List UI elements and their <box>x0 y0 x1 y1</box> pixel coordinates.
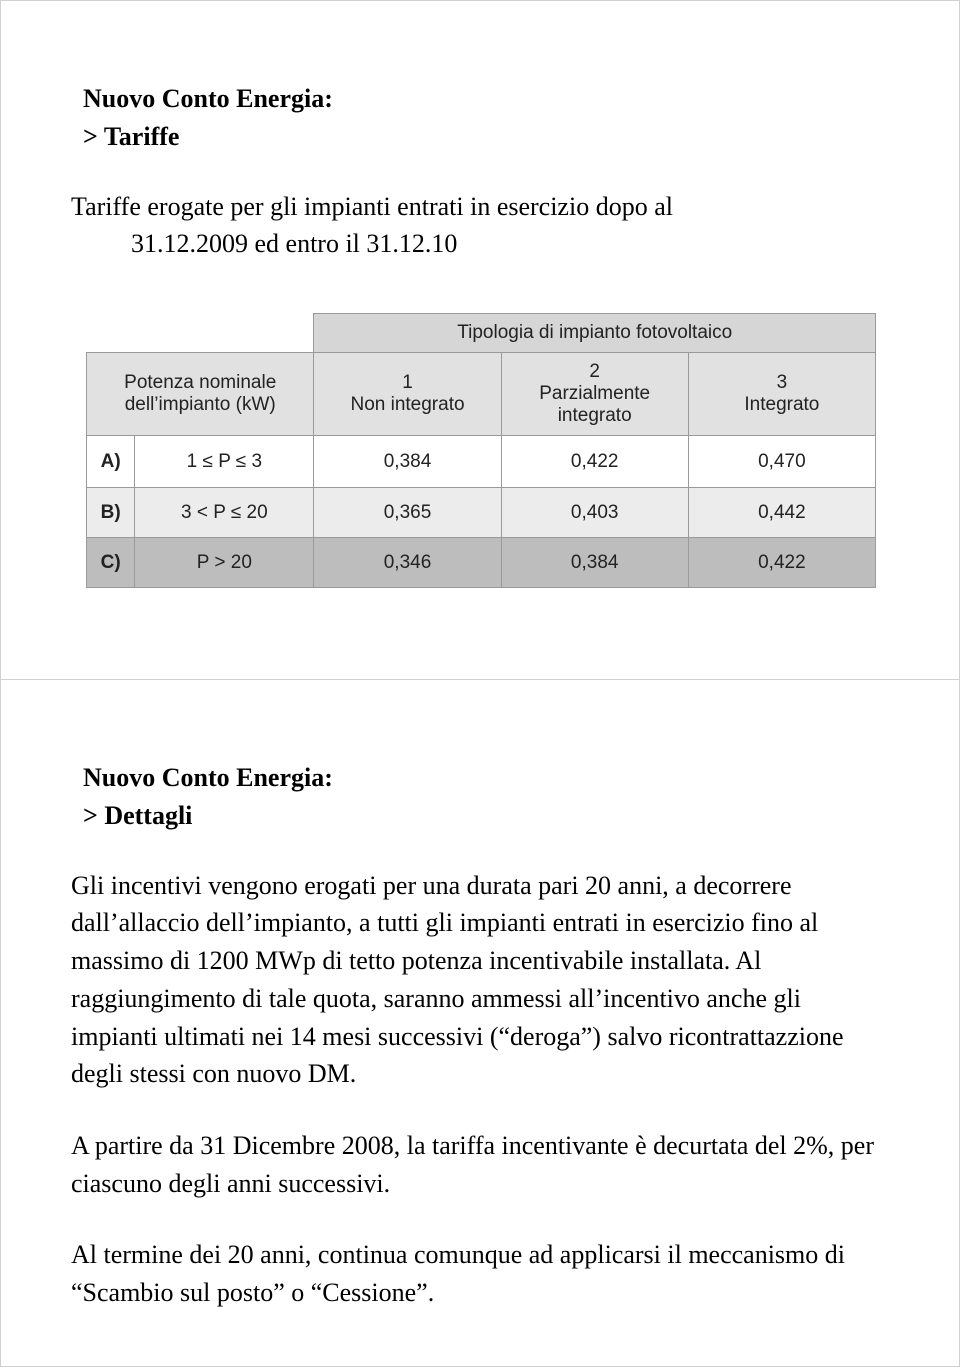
col-potenza: Potenza nominale dell’impianto (kW) <box>87 353 314 436</box>
row-a-v2: 0,422 <box>501 436 688 488</box>
intro-line1: Tariffe erogate per gli impianti entrati… <box>71 192 673 221</box>
row-a-v3: 0,470 <box>688 436 875 488</box>
row-b-id: B) <box>87 488 135 538</box>
col2-num: 2 <box>508 361 682 383</box>
slide-tariffe: Nuovo Conto Energia: > Tariffe Tariffe e… <box>0 0 960 680</box>
col-3: 3 Integrato <box>688 353 875 436</box>
slide2-para2: A partire da 31 Dicembre 2008, la tariff… <box>71 1127 889 1202</box>
row-c-v3: 0,422 <box>688 538 875 588</box>
row-a-v1: 0,384 <box>314 436 501 488</box>
slide2-para1: Gli incentivi vengono erogati per una du… <box>71 867 889 1093</box>
potenza-l1: Potenza nominale <box>124 372 276 393</box>
table-row: B) 3 < P ≤ 20 0,365 0,403 0,442 <box>87 488 876 538</box>
table-row: C) P > 20 0,346 0,384 0,422 <box>87 538 876 588</box>
slide2-title: Nuovo Conto Energia: <box>71 760 889 796</box>
row-c-v1: 0,346 <box>314 538 501 588</box>
slide1-title: Nuovo Conto Energia: <box>71 81 889 117</box>
table-empty-corner <box>87 314 314 353</box>
potenza-l2: dell’impianto (kW) <box>125 394 276 415</box>
slide2-subtitle: > Dettagli <box>71 798 889 834</box>
col-1: 1 Non integrato <box>314 353 501 436</box>
table-row: A) 1 ≤ P ≤ 3 0,384 0,422 0,470 <box>87 436 876 488</box>
col2-label-l2: integrato <box>508 405 682 427</box>
row-a-range: 1 ≤ P ≤ 3 <box>135 436 314 488</box>
row-c-range: P > 20 <box>135 538 314 588</box>
slide2-para3: Al termine dei 20 anni, continua comunqu… <box>71 1236 889 1311</box>
intro-line2: 31.12.2009 ed entro il 31.12.10 <box>71 229 457 258</box>
slide1-intro: Tariffe erogate per gli impianti entrati… <box>71 188 889 263</box>
row-b-range: 3 < P ≤ 20 <box>135 488 314 538</box>
col3-num: 3 <box>695 372 869 394</box>
tariffe-table: Tipologia di impianto fotovoltaico Poten… <box>86 313 876 588</box>
row-c-v2: 0,384 <box>501 538 688 588</box>
col-2: 2 Parzialmente integrato <box>501 353 688 436</box>
slide1-subtitle: > Tariffe <box>71 119 889 155</box>
slide-dettagli: Nuovo Conto Energia: > Dettagli Gli ince… <box>0 680 960 1367</box>
row-a-id: A) <box>87 436 135 488</box>
table-header-span: Tipologia di impianto fotovoltaico <box>314 314 876 353</box>
row-b-v3: 0,442 <box>688 488 875 538</box>
col1-num: 1 <box>320 372 494 394</box>
col2-label-l1: Parzialmente <box>508 383 682 405</box>
row-c-id: C) <box>87 538 135 588</box>
col1-label: Non integrato <box>320 394 494 416</box>
col3-label: Integrato <box>695 394 869 416</box>
row-b-v1: 0,365 <box>314 488 501 538</box>
row-b-v2: 0,403 <box>501 488 688 538</box>
